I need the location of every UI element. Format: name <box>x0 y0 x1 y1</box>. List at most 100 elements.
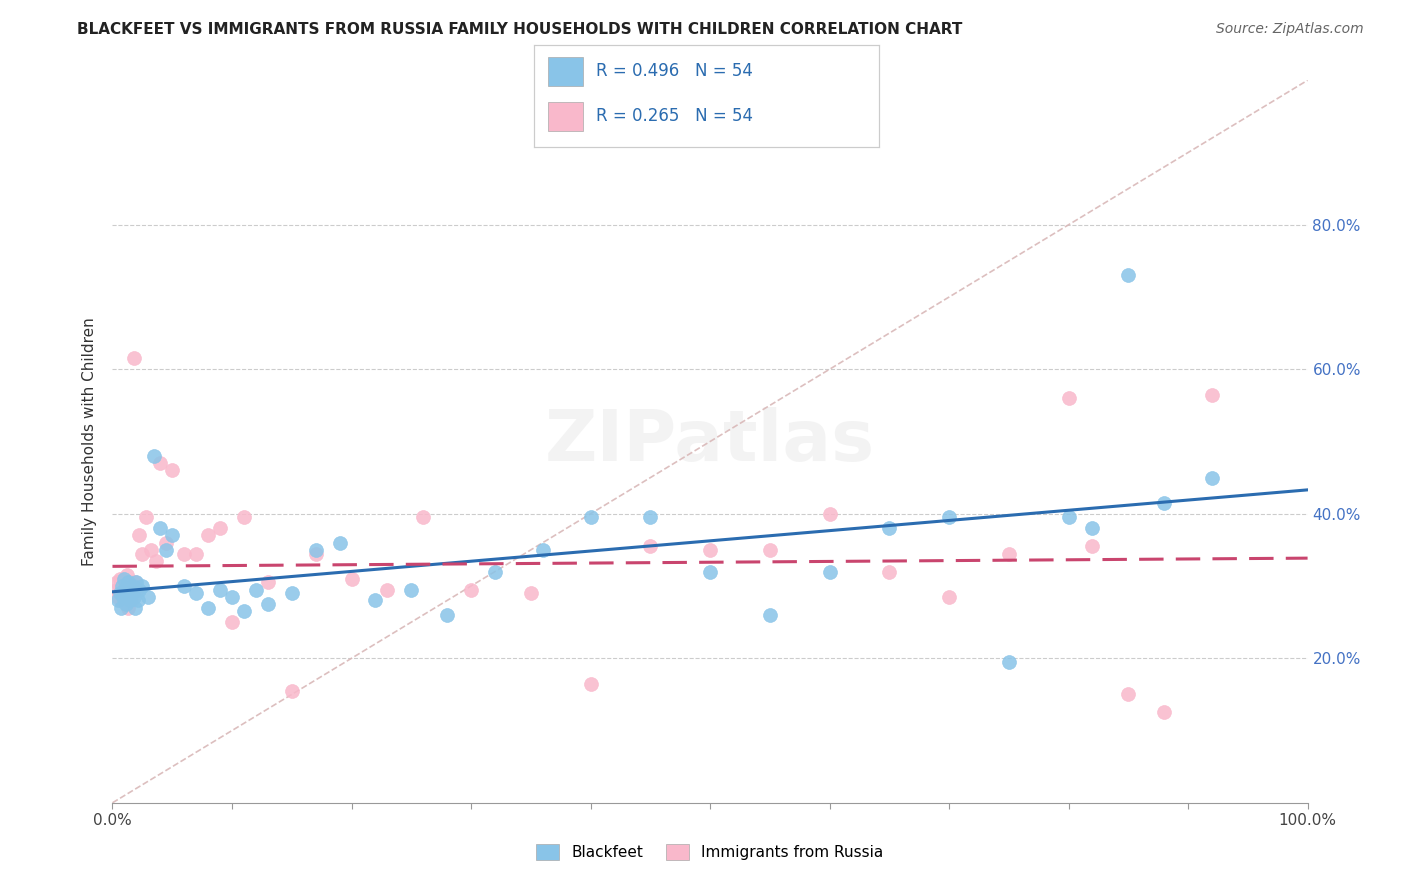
Point <box>105 575 128 590</box>
Point <box>114 579 136 593</box>
Point <box>1118 687 1140 701</box>
Point <box>121 593 143 607</box>
Point <box>143 449 166 463</box>
Point <box>579 676 602 690</box>
Point <box>640 539 662 553</box>
Point <box>257 597 280 611</box>
Point <box>138 590 160 604</box>
Point <box>120 593 142 607</box>
Point <box>114 572 135 586</box>
Text: Source: ZipAtlas.com: Source: ZipAtlas.com <box>1216 22 1364 37</box>
Point <box>186 547 208 561</box>
Point <box>149 456 172 470</box>
Point <box>124 575 146 590</box>
Point <box>1153 496 1175 510</box>
Point <box>115 568 138 582</box>
Point <box>1201 470 1223 484</box>
Point <box>1057 510 1080 524</box>
Point <box>197 600 219 615</box>
Point <box>125 575 148 590</box>
Text: BLACKFEET VS IMMIGRANTS FROM RUSSIA FAMILY HOUSEHOLDS WITH CHILDREN CORRELATION : BLACKFEET VS IMMIGRANTS FROM RUSSIA FAMI… <box>77 22 963 37</box>
Point <box>818 507 841 521</box>
Point <box>1081 521 1104 535</box>
Point <box>305 542 328 557</box>
Point <box>118 586 141 600</box>
Point <box>938 510 960 524</box>
Point <box>120 575 142 590</box>
Point <box>938 590 960 604</box>
Point <box>340 572 363 586</box>
Point <box>121 579 143 593</box>
Point <box>128 582 150 597</box>
Point <box>107 593 129 607</box>
Point <box>233 510 256 524</box>
Point <box>107 590 129 604</box>
Point <box>759 542 782 557</box>
Point <box>281 683 304 698</box>
FancyBboxPatch shape <box>548 57 582 86</box>
Point <box>145 554 167 568</box>
Point <box>401 582 423 597</box>
Point <box>759 607 782 622</box>
Point <box>998 655 1021 669</box>
Point <box>305 547 328 561</box>
Point <box>125 582 148 597</box>
Point <box>221 615 243 630</box>
Point <box>879 565 901 579</box>
Point <box>124 600 146 615</box>
Point <box>221 590 243 604</box>
Point <box>640 510 662 524</box>
Point <box>699 542 721 557</box>
Point <box>111 579 134 593</box>
Point <box>1153 706 1175 720</box>
Point <box>1057 391 1080 405</box>
Point <box>108 582 131 597</box>
Point <box>114 597 136 611</box>
Point <box>162 528 183 542</box>
Point <box>162 463 183 477</box>
Point <box>879 521 901 535</box>
Point <box>436 607 458 622</box>
Point <box>118 582 141 597</box>
Point <box>699 565 721 579</box>
Point <box>108 572 131 586</box>
Point <box>233 604 256 618</box>
Point <box>412 510 434 524</box>
Point <box>209 521 232 535</box>
Text: R = 0.496   N = 54: R = 0.496 N = 54 <box>596 62 754 79</box>
Point <box>520 586 543 600</box>
Point <box>105 582 128 597</box>
Point <box>110 600 132 615</box>
Point <box>579 510 602 524</box>
Point <box>531 542 554 557</box>
Point <box>818 565 841 579</box>
Point <box>139 542 162 557</box>
Point <box>131 579 153 593</box>
Point <box>173 579 195 593</box>
Point <box>197 528 219 542</box>
Point <box>110 593 132 607</box>
Legend: Blackfeet, Immigrants from Russia: Blackfeet, Immigrants from Russia <box>536 844 884 860</box>
Point <box>114 582 135 597</box>
Point <box>135 510 157 524</box>
Point <box>173 547 195 561</box>
Text: R = 0.265   N = 54: R = 0.265 N = 54 <box>596 107 754 126</box>
Point <box>460 582 482 597</box>
Point <box>155 535 177 549</box>
Point <box>117 600 139 615</box>
Point <box>128 528 150 542</box>
Point <box>115 590 138 604</box>
Point <box>1118 268 1140 283</box>
Point <box>111 575 134 590</box>
Point <box>209 582 232 597</box>
Point <box>112 586 135 600</box>
Point <box>998 547 1021 561</box>
Point <box>108 586 131 600</box>
Point <box>245 582 267 597</box>
Point <box>1201 387 1223 401</box>
Point <box>131 547 153 561</box>
Point <box>364 593 387 607</box>
Point <box>127 593 149 607</box>
Y-axis label: Family Households with Children: Family Households with Children <box>82 318 97 566</box>
Point <box>122 590 145 604</box>
